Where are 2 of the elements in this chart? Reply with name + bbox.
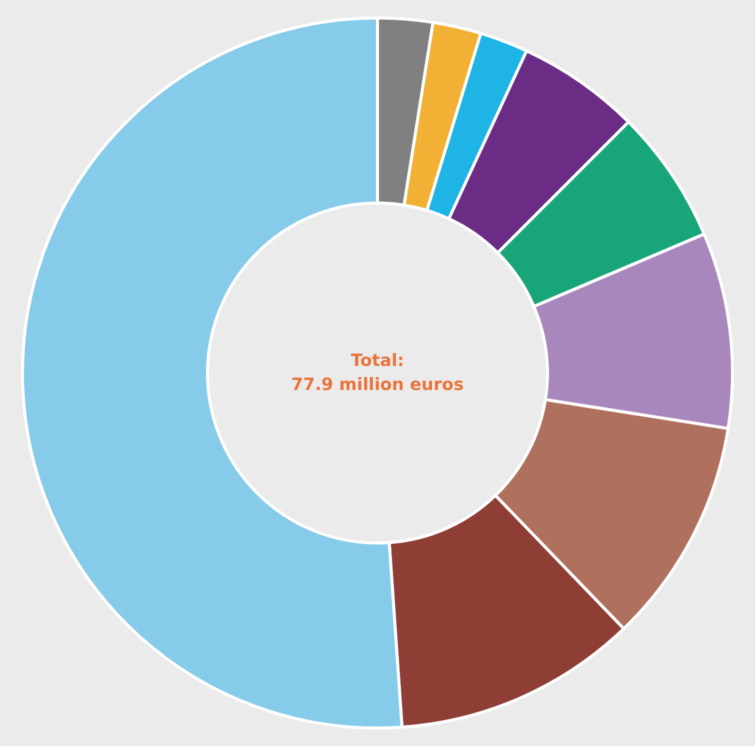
text: Total: xyxy=(350,351,404,371)
text: 77.9 million euros xyxy=(291,375,464,395)
